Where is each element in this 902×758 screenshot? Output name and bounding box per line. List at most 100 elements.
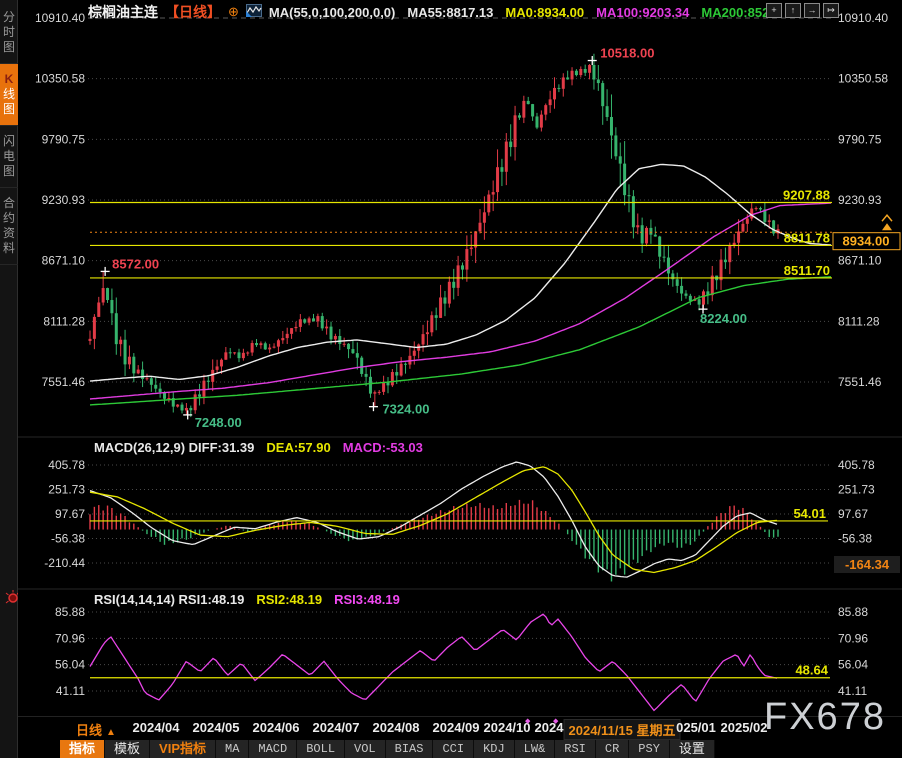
macd-header: MACD(26,12,9) DIFF:31.39 DEA:57.90 MACD:-5… (94, 440, 423, 455)
live-indicator-icon (4, 590, 19, 611)
price-annotation: 7324.00 (382, 402, 429, 417)
macd-current-box: -164.34 (845, 557, 890, 572)
instrument-title: 棕榈油主连 (88, 4, 158, 20)
price-annotation: 8572.00 (112, 256, 159, 271)
add-circle-icon[interactable]: ⊕ (228, 4, 239, 19)
x-axis-date: 2024/04 (132, 720, 180, 735)
toolbar-button[interactable]: RSI (555, 740, 596, 758)
sidebar-tab[interactable]: 合约资料 (0, 188, 18, 265)
x-axis-date: 2024/08 (372, 720, 420, 735)
rsi-header: RSI(14,14,14) RSI1:48.19 RSI2:48.19 RSI3:4… (94, 592, 400, 607)
axis-label: 10910.40 (35, 11, 85, 25)
chart-toolbar-icons: + ↑ → ↦ (766, 3, 839, 18)
macd-value-label: MACD(26,12,9) DIFF:31.39 (94, 440, 255, 455)
rsi-level-label: 48.64 (795, 663, 828, 678)
chart-header: 棕榈油主连 【日线】 ⊕ MA(55,0,100,200,0,0) MA55:88… (88, 2, 769, 22)
macd-value-label: DEA:57.90 (266, 440, 331, 455)
axis-label: 8111.28 (838, 314, 880, 328)
macd-value-label: MACD:-53.03 (342, 440, 423, 455)
toolbar-button[interactable]: MACD (249, 740, 298, 758)
ma-value-label: MA(55,0,100,200,0,0) (268, 4, 396, 20)
toolbar-button[interactable]: KDJ (474, 740, 515, 758)
x-axis-date: 2024/05 (192, 720, 240, 735)
axis-label: 7551.46 (42, 375, 86, 389)
axis-label: 70.96 (838, 631, 868, 645)
x-axis-date: 2024/09 (432, 720, 480, 735)
ma-value-label: MA0:8934.00 (505, 4, 585, 20)
axis-label: 10350.58 (838, 72, 888, 86)
axis-label: 41.11 (838, 684, 867, 698)
axis-label: 41.11 (56, 684, 85, 698)
scale-y-axis-icon[interactable]: ↑ (785, 3, 801, 18)
axis-label: 56.04 (838, 658, 868, 672)
ma100-line (89, 202, 832, 400)
drawing-marker-icon: ◆ (525, 718, 531, 725)
axis-label: 10910.40 (838, 11, 888, 25)
macd-dea-line (89, 466, 778, 574)
macd-level-label: 54.01 (793, 506, 826, 521)
toolbar-button[interactable]: CR (595, 740, 630, 758)
price-annotation: 7248.00 (195, 415, 242, 430)
toolbar-button[interactable]: BIAS (385, 740, 434, 758)
toolbar-button[interactable]: 模板 (105, 740, 151, 758)
x-axis-date: 2025/02 (720, 720, 768, 735)
axis-label: 9230.93 (838, 193, 882, 207)
axis-label: 70.96 (55, 631, 85, 645)
drawing-marker-icon: ◆ (553, 718, 559, 725)
x-axis-date: 2024/06 (252, 720, 300, 735)
axis-label: -56.38 (51, 532, 85, 546)
axis-label: 56.04 (55, 658, 85, 672)
toolbar-button[interactable]: BOLL (297, 740, 346, 758)
toolbar-button[interactable]: PSY (629, 740, 670, 758)
period-selector[interactable]: 日线 ▲ (76, 723, 116, 738)
price-level-label: 9207.88 (783, 188, 830, 203)
sidebar-tab[interactable]: 闪电图 (0, 126, 18, 188)
pan-right-icon[interactable]: ↦ (823, 3, 839, 18)
axis-label: 251.73 (48, 483, 85, 497)
x-axis-date: 2024 (534, 720, 564, 735)
axis-label: 85.88 (55, 605, 85, 619)
toolbar-button[interactable]: 设置 (669, 740, 715, 758)
chart-type-icon[interactable] (245, 4, 262, 20)
indicator-toolbar: 指标 模板 VIP指标 MA MACD BOLL VOL BIAS CCI KDJ LW& RSI CR… (60, 740, 715, 758)
x-axis-date: 2024/11/15 星期五 (563, 719, 681, 740)
sidebar-tab[interactable]: 分时图 (0, 2, 18, 64)
toolbar-button[interactable]: CCI (433, 740, 475, 758)
scale-x-axis-icon[interactable]: → (804, 3, 820, 18)
toolbar-button[interactable]: VIP指标 (150, 740, 216, 758)
toolbar-button[interactable]: MA (216, 740, 250, 758)
price-annotation: 10518.00 (600, 46, 654, 61)
price-annotation: 8224.00 (700, 311, 747, 326)
axis-label: 85.88 (838, 605, 868, 619)
x-axis-date: 2024/10 (483, 720, 531, 735)
axis-label: 97.67 (55, 507, 85, 521)
rsi-value-label: RSI2:48.19 (256, 592, 323, 607)
axis-label: 8111.28 (43, 314, 85, 328)
period-tag[interactable]: 【日线】 (165, 4, 221, 20)
price-level-label: 8511.70 (784, 263, 830, 278)
axis-label: -210.44 (44, 556, 85, 570)
axis-label: 10350.58 (35, 72, 85, 86)
ma-value-label: MA200:852 (701, 4, 770, 20)
sidebar-tab[interactable]: K线图 (0, 64, 18, 126)
sidebar-tab-label: 闪电图 (2, 134, 15, 178)
toolbar-button[interactable]: 指标 (60, 740, 106, 758)
axis-label: 8671.10 (42, 254, 86, 268)
macd-diff-line (89, 461, 778, 578)
rsi-value-label: RSI(14,14,14) RSI1:48.19 (94, 592, 245, 607)
toolbar-button[interactable]: LW& (514, 740, 556, 758)
toolbar-button[interactable]: VOL (345, 740, 386, 758)
sidebar: 分时图 K线图 闪电图 合约资料 (0, 0, 18, 758)
axis-label: 97.67 (838, 507, 868, 521)
ma-value-label: MA100:9203.34 (596, 4, 690, 20)
ma200-line (89, 276, 832, 406)
axis-label: 405.78 (838, 458, 875, 472)
ma55-line (89, 163, 832, 382)
chart-canvas[interactable]: 10910.40 10910.40 10350.58 10350.58 9790.75 9… (0, 0, 902, 716)
axis-label: 8671.10 (838, 254, 882, 268)
sidebar-tab-label: 分时图 (2, 10, 15, 54)
crosshair-icon[interactable]: + (766, 3, 782, 18)
axis-label: 251.73 (838, 483, 875, 497)
current-price-box: 8934.00 (843, 234, 890, 249)
